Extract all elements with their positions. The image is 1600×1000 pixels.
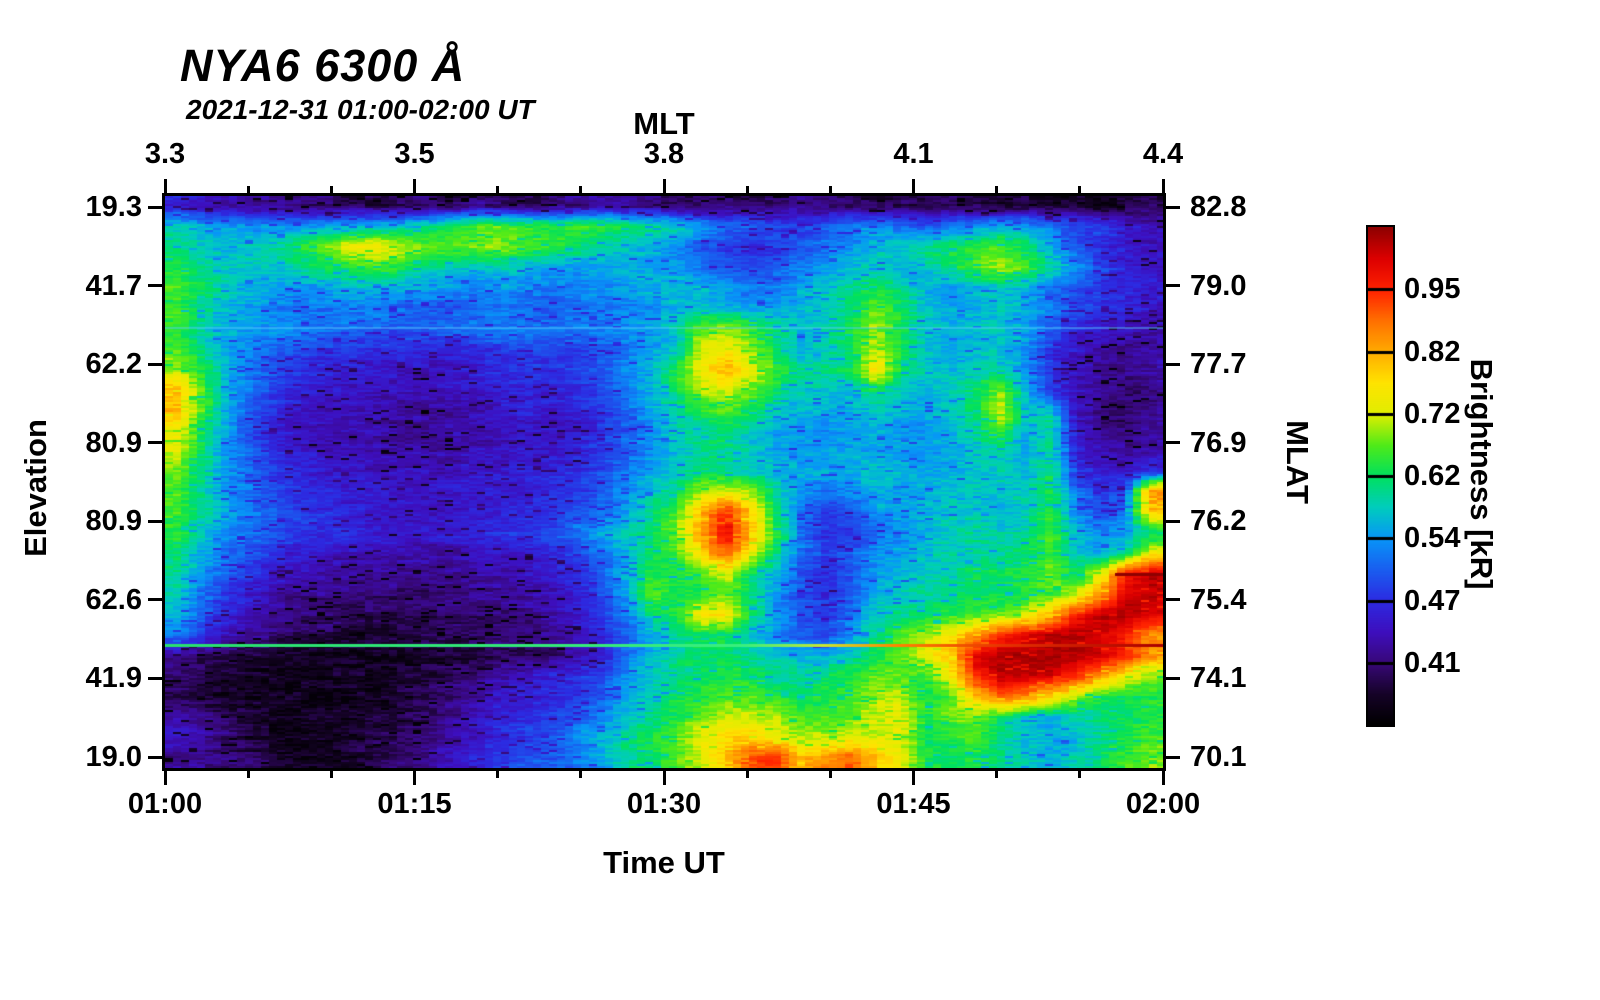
left-tick (148, 284, 165, 288)
left-tick (148, 598, 165, 602)
top-tick-label: 4.4 (1142, 138, 1184, 170)
bottom-major-tick (1161, 768, 1165, 785)
bottom-major-tick (413, 768, 416, 785)
left-tick-label: 19.0 (85, 741, 142, 773)
bottom-minor-tick (745, 768, 749, 778)
right-tick-label: 82.8 (1190, 191, 1247, 223)
chart-title: NYA6 6300 Å (180, 40, 466, 91)
colorbar-canvas (1368, 227, 1393, 725)
left-tick (148, 362, 165, 366)
top-minor-tick (246, 186, 250, 196)
colorbar-tick-label: 0.95 (1404, 273, 1461, 306)
top-tick-label: 3.8 (643, 138, 685, 170)
top-major-tick (163, 179, 167, 196)
right-tick-label: 74.1 (1190, 662, 1247, 695)
bottom-tick-label: 02:00 (1125, 788, 1201, 820)
right-tick-label: 70.1 (1190, 741, 1247, 773)
top-minor-tick (995, 186, 999, 196)
colorbar-tick-label: 0.47 (1404, 584, 1461, 617)
bottom-major-tick (662, 768, 666, 785)
left-tick (148, 441, 165, 445)
colorbar-tick-label: 0.82 (1404, 335, 1461, 368)
bottom-minor-tick (329, 768, 333, 778)
top-minor-tick (828, 186, 832, 196)
left-tick-label: 41.9 (85, 662, 142, 695)
right-tick (1163, 284, 1180, 288)
heatmap-canvas (165, 196, 1163, 768)
right-tick-label: 75.4 (1190, 583, 1247, 616)
bottom-major-tick (163, 768, 167, 785)
top-tick-label: 4.1 (893, 138, 934, 170)
top-major-tick (1161, 179, 1165, 196)
bottom-minor-tick (995, 768, 999, 778)
top-tick-label: 3.5 (394, 138, 435, 170)
right-tick-label: 76.9 (1190, 426, 1247, 459)
right-tick-label: 79.0 (1190, 269, 1247, 302)
colorbar-tick-label: 0.41 (1404, 646, 1461, 679)
right-tick (1163, 441, 1180, 445)
left-tick-label: 80.9 (85, 505, 142, 538)
bottom-axis-title: Time UT (603, 845, 725, 880)
bottom-minor-tick (828, 768, 832, 778)
right-tick (1163, 205, 1180, 209)
left-tick-label: 41.7 (85, 269, 142, 302)
colorbar-tick-label: 0.72 (1404, 397, 1461, 430)
right-tick (1163, 755, 1180, 759)
top-tick-label: 3.3 (144, 138, 186, 170)
top-minor-tick (579, 186, 583, 196)
bottom-minor-tick (246, 768, 250, 778)
left-tick (148, 755, 165, 759)
top-minor-tick (1078, 186, 1082, 196)
bottom-major-tick (912, 768, 915, 785)
left-tick-label: 62.2 (85, 348, 142, 381)
right-tick-label: 77.7 (1190, 348, 1247, 381)
right-tick (1163, 519, 1180, 523)
left-tick (148, 676, 165, 680)
right-tick (1163, 598, 1180, 602)
top-axis-title: MLT (633, 106, 695, 141)
bottom-minor-tick (579, 768, 583, 778)
right-tick (1163, 362, 1180, 366)
bottom-minor-tick (1078, 768, 1082, 778)
left-tick (148, 205, 165, 209)
top-major-tick (912, 179, 915, 196)
colorbar-tick-label: 0.62 (1404, 460, 1461, 492)
top-minor-tick (745, 186, 749, 196)
bottom-minor-tick (496, 768, 500, 778)
bottom-tick-label: 01:15 (377, 788, 452, 820)
left-tick (148, 519, 165, 523)
colorbar-tick-label: 0.54 (1404, 522, 1461, 555)
left-tick-label: 80.9 (85, 426, 142, 459)
right-axis-title: MLAT (1280, 420, 1315, 504)
colorbar-frame (1366, 225, 1395, 727)
top-major-tick (413, 179, 416, 196)
chart-subtitle: 2021-12-31 01:00-02:00 UT (186, 94, 535, 125)
left-tick-label: 62.6 (85, 583, 142, 616)
top-minor-tick (496, 186, 500, 196)
right-tick-label: 76.2 (1190, 505, 1247, 538)
right-tick (1163, 676, 1180, 680)
top-major-tick (662, 179, 666, 196)
top-minor-tick (329, 186, 333, 196)
left-tick-label: 19.3 (85, 191, 142, 223)
bottom-tick-label: 01:30 (626, 788, 702, 820)
bottom-tick-label: 01:00 (127, 788, 203, 820)
bottom-tick-label: 01:45 (876, 788, 951, 820)
